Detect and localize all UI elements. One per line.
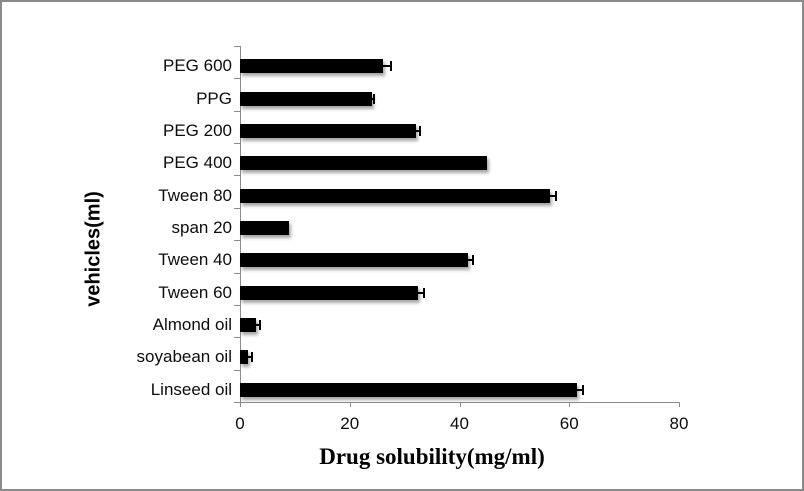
x-axis-tick bbox=[679, 402, 680, 407]
error-bar-whisker bbox=[411, 129, 420, 132]
bar bbox=[240, 382, 578, 397]
y-axis-tick bbox=[234, 207, 240, 209]
y-axis-tick bbox=[234, 143, 240, 145]
x-axis-tick bbox=[240, 402, 241, 407]
x-tick-label: 0 bbox=[235, 414, 245, 433]
category-label: PEG 200 bbox=[163, 120, 232, 140]
bar bbox=[240, 156, 487, 171]
category-label: PEG 600 bbox=[163, 56, 232, 76]
bar bbox=[240, 123, 416, 138]
bar bbox=[240, 59, 383, 74]
y-axis-tick bbox=[234, 304, 240, 306]
x-tick-label: 40 bbox=[450, 414, 469, 433]
y-axis-tick bbox=[234, 78, 240, 80]
error-bar-cap bbox=[554, 190, 557, 201]
error-bar-cap bbox=[251, 352, 254, 363]
x-tick-label: 60 bbox=[559, 414, 579, 433]
bar bbox=[240, 350, 249, 365]
bar bbox=[240, 253, 468, 268]
category-label: span 20 bbox=[171, 218, 233, 237]
category-label: Tween 40 bbox=[158, 250, 232, 270]
y-axis-tick bbox=[234, 240, 240, 242]
error-bar-cap bbox=[418, 125, 421, 136]
y-axis-tick bbox=[234, 272, 240, 274]
y-axis-tick bbox=[234, 110, 240, 112]
bar bbox=[240, 285, 419, 300]
category-label: Linseed oil bbox=[150, 379, 232, 399]
error-bar-whisker bbox=[412, 291, 424, 294]
error-bar-cap bbox=[581, 384, 584, 395]
error-bar-whisker bbox=[252, 324, 261, 327]
category-label: Tween 80 bbox=[158, 185, 232, 205]
error-bar-cap bbox=[389, 61, 392, 72]
x-tick-label: 20 bbox=[340, 414, 360, 433]
error-bar-whisker bbox=[571, 388, 583, 391]
error-bar-whisker bbox=[374, 65, 391, 68]
category-label: Tween 60 bbox=[158, 282, 232, 302]
x-axis-tick bbox=[349, 402, 351, 407]
error-bar-whisker bbox=[544, 194, 556, 197]
bar bbox=[240, 318, 257, 333]
bar bbox=[240, 221, 290, 235]
error-bar-whisker bbox=[368, 97, 375, 100]
error-bar-whisker bbox=[244, 356, 253, 359]
x-axis-tick bbox=[569, 402, 571, 407]
y-axis-tick bbox=[234, 175, 240, 177]
bar bbox=[240, 188, 551, 203]
bar bbox=[240, 91, 372, 106]
error-bar-cap bbox=[373, 93, 376, 104]
y-axis-tick bbox=[234, 402, 240, 403]
category-label: Almond oil bbox=[152, 315, 232, 335]
category-label: soyabean oil bbox=[136, 347, 232, 367]
y-axis-tick bbox=[234, 369, 240, 371]
y-axis-tick bbox=[234, 46, 240, 47]
y-axis-tick bbox=[234, 337, 240, 339]
error-bar-cap bbox=[259, 320, 262, 331]
x-tick-label: 80 bbox=[669, 414, 689, 433]
category-label: PPG bbox=[196, 88, 232, 108]
error-bar-cap bbox=[472, 255, 475, 266]
error-bar-whisker bbox=[462, 259, 474, 262]
category-label: PEG 400 bbox=[163, 153, 232, 173]
x-axis-tick bbox=[459, 402, 461, 407]
x-axis-title: Drug solubility(mg/ml) bbox=[319, 444, 545, 469]
error-bar-cap bbox=[422, 287, 425, 298]
